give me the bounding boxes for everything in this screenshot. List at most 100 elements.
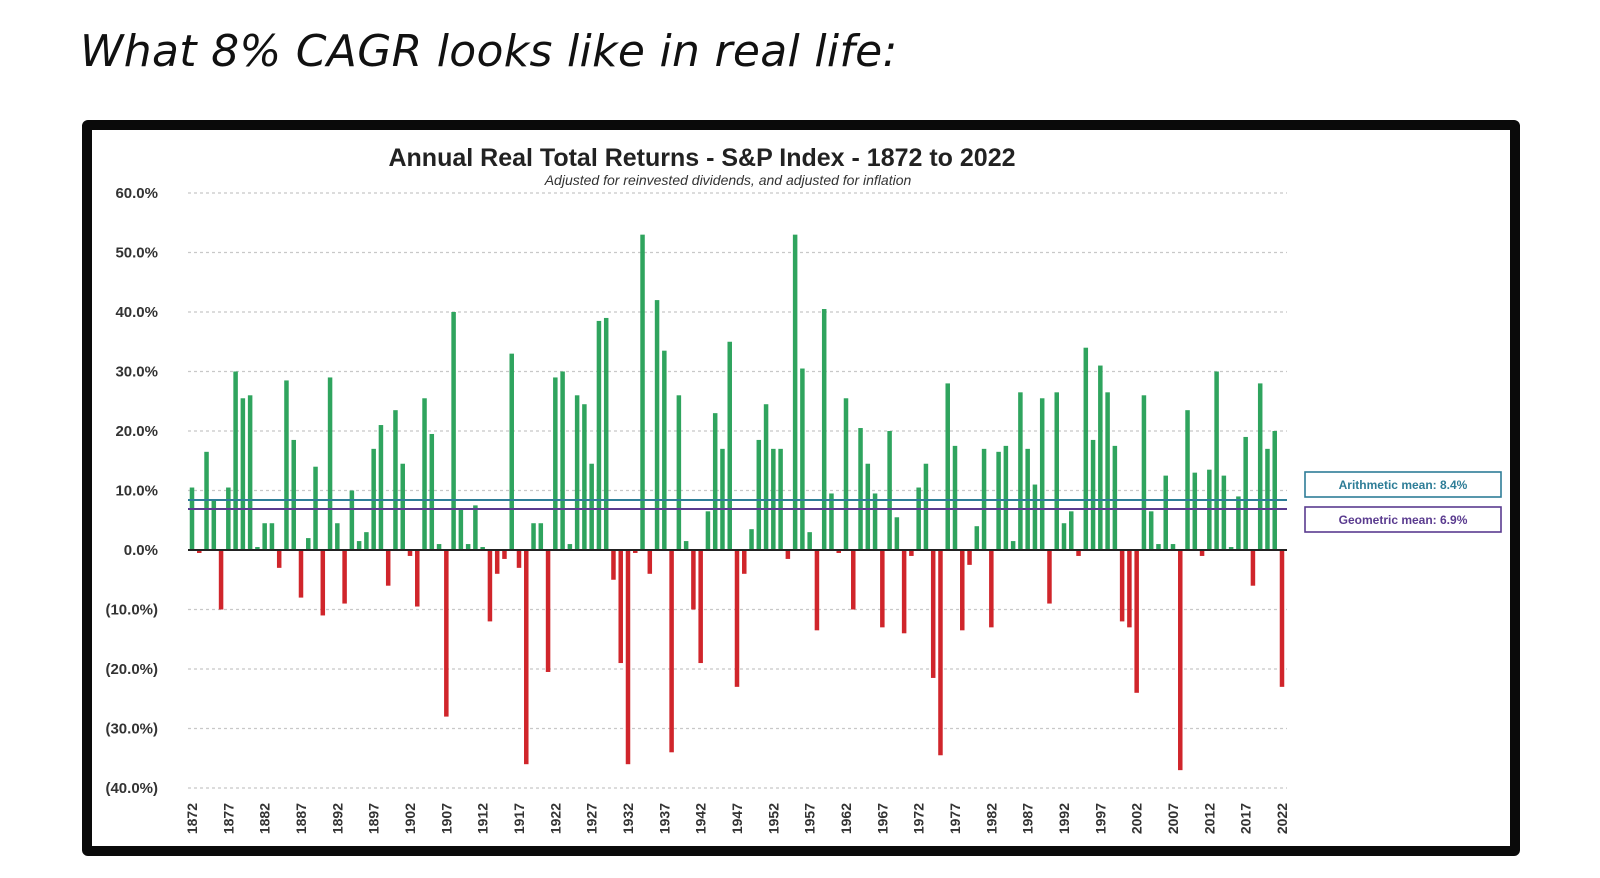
bar-1886	[291, 439, 296, 550]
bar-1964	[858, 428, 863, 550]
bar-1890	[320, 550, 326, 616]
bar-1894	[349, 490, 355, 550]
bar-1975	[938, 550, 943, 756]
bar-1910	[465, 544, 471, 550]
bar-1880	[247, 395, 253, 550]
bar-1918	[524, 550, 529, 765]
bar-1900	[393, 410, 398, 550]
bar-2010	[1192, 472, 1198, 550]
bar-1979	[967, 550, 972, 565]
bar-1950	[756, 439, 762, 550]
bar-1881	[255, 547, 260, 550]
bar-1932	[625, 550, 631, 765]
bar-1873	[197, 550, 202, 553]
x-tick-label: 1912	[475, 803, 491, 834]
bar-1882	[262, 523, 267, 550]
bar-1893	[342, 550, 347, 604]
x-tick-label: 1927	[584, 803, 600, 834]
bar-2005	[1156, 544, 1161, 550]
bar-1876	[218, 550, 224, 610]
chart-subtitle: Adjusted for reinvested dividends, and a…	[544, 172, 912, 188]
bar-1993	[1069, 511, 1074, 550]
bar-1951	[763, 404, 769, 550]
bar-1885	[284, 380, 289, 550]
bar-1974	[930, 550, 936, 678]
bar-1986	[1018, 392, 1023, 550]
chart-title: Annual Real Total Returns - S&P Index - …	[388, 144, 1015, 172]
bar-1903	[415, 550, 420, 607]
bar-1959	[821, 309, 827, 550]
bar-2013	[1214, 371, 1219, 550]
bar-1940	[683, 541, 689, 550]
x-tick-label: 1882	[257, 803, 273, 834]
bar-1977	[952, 445, 958, 550]
bar-1958	[814, 550, 820, 631]
y-tick-label: 20.0%	[115, 423, 158, 440]
bar-1997	[1098, 365, 1103, 550]
bar-1902	[407, 550, 413, 556]
bar-1956	[800, 368, 805, 550]
bar-1990	[1047, 550, 1052, 604]
legend-arithmetic-box	[1304, 471, 1502, 498]
bar-2011	[1199, 550, 1205, 556]
x-tick-label: 1932	[620, 803, 636, 834]
bar-1884	[276, 550, 282, 568]
bar-1961	[836, 550, 841, 553]
chart-frame: Annual Real Total Returns - S&P Index - …	[82, 120, 1520, 856]
bar-1980	[974, 526, 980, 550]
x-tick-label: 2002	[1129, 803, 1145, 834]
x-tick-label: 1872	[184, 803, 200, 834]
x-tick-label: 1962	[838, 803, 854, 834]
x-tick-label: 1897	[366, 803, 382, 834]
bar-1930	[611, 550, 616, 580]
bar-2001	[1127, 550, 1132, 628]
bar-1896	[364, 532, 369, 550]
x-tick-label: 1907	[438, 803, 454, 834]
bar-1927	[589, 463, 594, 550]
bar-1988	[1032, 484, 1038, 550]
bar-1947	[734, 550, 740, 687]
bar-1917	[516, 550, 522, 568]
bar-1943	[705, 511, 711, 550]
x-tick-label: 1997	[1092, 803, 1108, 834]
bar-1972	[916, 487, 921, 550]
bar-1908	[451, 312, 456, 550]
bar-1895	[356, 541, 362, 550]
legend-arithmetic-label: Arithmetic mean: 8.4%	[1339, 478, 1468, 492]
y-tick-label: 60.0%	[115, 185, 158, 202]
bar-1921	[545, 550, 551, 672]
bar-1995	[1083, 347, 1089, 550]
mean-lines	[188, 499, 1287, 510]
bar-1904	[422, 398, 427, 550]
x-tick-label: 1922	[547, 803, 563, 834]
bar-1938	[669, 550, 674, 753]
bar-1946	[727, 341, 732, 550]
bar-1936	[654, 300, 660, 550]
bar-1879	[240, 398, 246, 550]
bar-1992	[1061, 523, 1067, 550]
bar-2003	[1141, 395, 1147, 550]
x-tick-label: 1892	[329, 803, 345, 834]
bar-1937	[662, 350, 667, 550]
bar-2002	[1134, 550, 1139, 693]
x-tick-label: 1967	[874, 803, 890, 834]
bar-1966	[872, 493, 878, 550]
y-tick-label: (30.0%)	[105, 721, 158, 738]
bar-1949	[749, 529, 754, 550]
bar-1928	[596, 320, 602, 550]
bar-1955	[792, 234, 798, 550]
bar-1914	[494, 550, 500, 574]
y-tick-label: 30.0%	[115, 364, 158, 381]
bar-1907	[444, 550, 449, 717]
bar-1969	[894, 517, 900, 550]
legend: Arithmetic mean: 8.4% Geometric mean: 6.9…	[1304, 471, 1502, 533]
x-tick-label: 1957	[802, 803, 818, 834]
bar-1901	[400, 463, 405, 550]
x-tick-label: 1952	[765, 803, 781, 834]
x-tick-label: 1887	[293, 803, 309, 834]
bar-2015	[1228, 547, 1234, 550]
bar-2004	[1148, 511, 1154, 550]
bar-1985	[1010, 541, 1016, 550]
bar-1912	[480, 547, 485, 550]
bar-1939	[676, 395, 682, 550]
